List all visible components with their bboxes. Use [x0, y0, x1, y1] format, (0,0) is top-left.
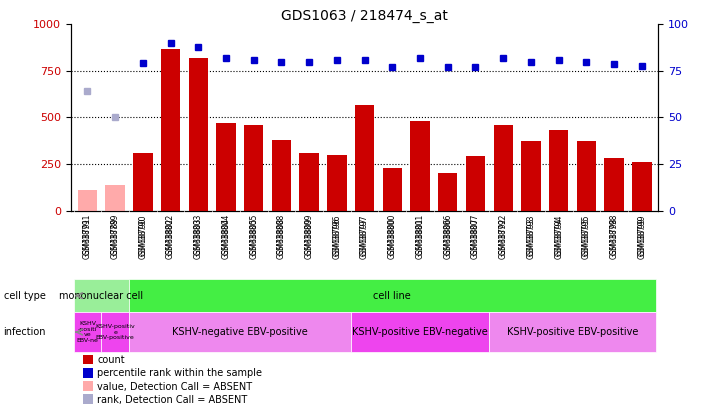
Text: GSM38794: GSM38794 — [554, 214, 563, 256]
Bar — [493, 125, 513, 211]
Text: GSM38799: GSM38799 — [637, 217, 646, 259]
Text: GSM38807: GSM38807 — [471, 214, 480, 256]
Text: GSM38809: GSM38809 — [304, 214, 314, 256]
Text: count: count — [97, 355, 125, 365]
Text: GSM38802: GSM38802 — [166, 214, 175, 255]
Text: GSM38805: GSM38805 — [249, 214, 258, 256]
Bar — [129, 312, 350, 352]
Text: percentile rank within the sample: percentile rank within the sample — [97, 369, 262, 378]
Bar — [83, 394, 93, 404]
Text: GSM38789: GSM38789 — [110, 217, 120, 259]
Text: infection: infection — [4, 327, 46, 337]
Text: GSM38791: GSM38791 — [83, 214, 92, 256]
Text: cell line: cell line — [373, 291, 411, 301]
Text: GSM38796: GSM38796 — [332, 217, 341, 259]
Bar — [355, 105, 375, 211]
Text: GSM38794: GSM38794 — [554, 217, 563, 259]
Text: GSM38806: GSM38806 — [443, 214, 452, 256]
Text: GSM38791: GSM38791 — [83, 217, 92, 259]
Text: GSM38801: GSM38801 — [416, 214, 425, 255]
Bar — [188, 58, 208, 211]
Text: GSM38807: GSM38807 — [471, 217, 480, 259]
Bar — [83, 355, 93, 364]
Text: GSM38804: GSM38804 — [222, 214, 231, 256]
Text: value, Detection Call = ABSENT: value, Detection Call = ABSENT — [97, 382, 252, 392]
Text: GSM38806: GSM38806 — [443, 217, 452, 259]
Bar — [101, 312, 129, 352]
Bar — [161, 49, 181, 211]
Text: GSM38793: GSM38793 — [527, 214, 535, 256]
Bar — [299, 153, 319, 211]
Bar — [438, 173, 457, 211]
Text: GSM38804: GSM38804 — [222, 217, 231, 259]
Text: KSHV-positive EBV-positive: KSHV-positive EBV-positive — [507, 327, 638, 337]
Text: GSM38803: GSM38803 — [194, 217, 202, 259]
Text: GSM38793: GSM38793 — [527, 217, 535, 259]
Text: GSM38792: GSM38792 — [498, 217, 508, 259]
Text: GSM38789: GSM38789 — [110, 214, 120, 256]
Text: GSM38795: GSM38795 — [582, 217, 591, 259]
Bar — [83, 382, 93, 391]
Bar — [489, 312, 656, 352]
Text: GSM38798: GSM38798 — [610, 217, 619, 259]
Title: GDS1063 / 218474_s_at: GDS1063 / 218474_s_at — [281, 9, 448, 23]
Bar — [105, 185, 125, 211]
Text: KSHV-positiv
e
EBV-positive: KSHV-positiv e EBV-positive — [96, 324, 135, 340]
Text: cell type: cell type — [4, 291, 45, 301]
Bar — [74, 279, 129, 312]
Text: KSHV-negative EBV-positive: KSHV-negative EBV-positive — [172, 327, 308, 337]
Text: GSM38805: GSM38805 — [249, 217, 258, 259]
Text: GSM38803: GSM38803 — [194, 214, 202, 256]
Text: GSM38808: GSM38808 — [277, 217, 286, 259]
Bar — [605, 158, 624, 211]
Text: GSM38809: GSM38809 — [304, 217, 314, 259]
Bar — [521, 141, 541, 211]
Text: KSHV
-positi
ve
EBV-ne: KSHV -positi ve EBV-ne — [76, 321, 98, 343]
Bar — [577, 141, 596, 211]
Bar — [466, 156, 485, 211]
Text: GSM38798: GSM38798 — [610, 214, 619, 256]
Bar — [217, 123, 236, 211]
Bar — [244, 125, 263, 211]
Text: GSM38797: GSM38797 — [360, 217, 369, 259]
Text: GSM38792: GSM38792 — [498, 214, 508, 256]
Text: GSM38797: GSM38797 — [360, 214, 369, 256]
Bar — [382, 168, 402, 211]
Text: GSM38808: GSM38808 — [277, 214, 286, 255]
Bar — [129, 279, 656, 312]
Text: GSM38802: GSM38802 — [166, 217, 175, 259]
Text: GSM38790: GSM38790 — [138, 214, 147, 256]
Text: GSM38801: GSM38801 — [416, 217, 425, 259]
Bar — [74, 312, 101, 352]
Text: rank, Detection Call = ABSENT: rank, Detection Call = ABSENT — [97, 395, 248, 405]
Text: GSM38795: GSM38795 — [582, 214, 591, 256]
Text: KSHV-positive EBV-negative: KSHV-positive EBV-negative — [352, 327, 488, 337]
Bar — [411, 121, 430, 211]
Text: mononuclear cell: mononuclear cell — [59, 291, 143, 301]
Bar — [632, 162, 651, 211]
Bar — [133, 153, 152, 211]
Bar — [350, 312, 489, 352]
Bar — [78, 190, 97, 211]
Bar — [272, 140, 291, 211]
Text: GSM38800: GSM38800 — [388, 217, 397, 259]
Bar — [83, 368, 93, 377]
Bar — [549, 130, 569, 211]
Text: GSM38800: GSM38800 — [388, 214, 397, 256]
Text: GSM38799: GSM38799 — [637, 214, 646, 256]
Text: GSM38790: GSM38790 — [138, 217, 147, 259]
Text: GSM38796: GSM38796 — [332, 214, 341, 256]
Bar — [327, 155, 347, 211]
